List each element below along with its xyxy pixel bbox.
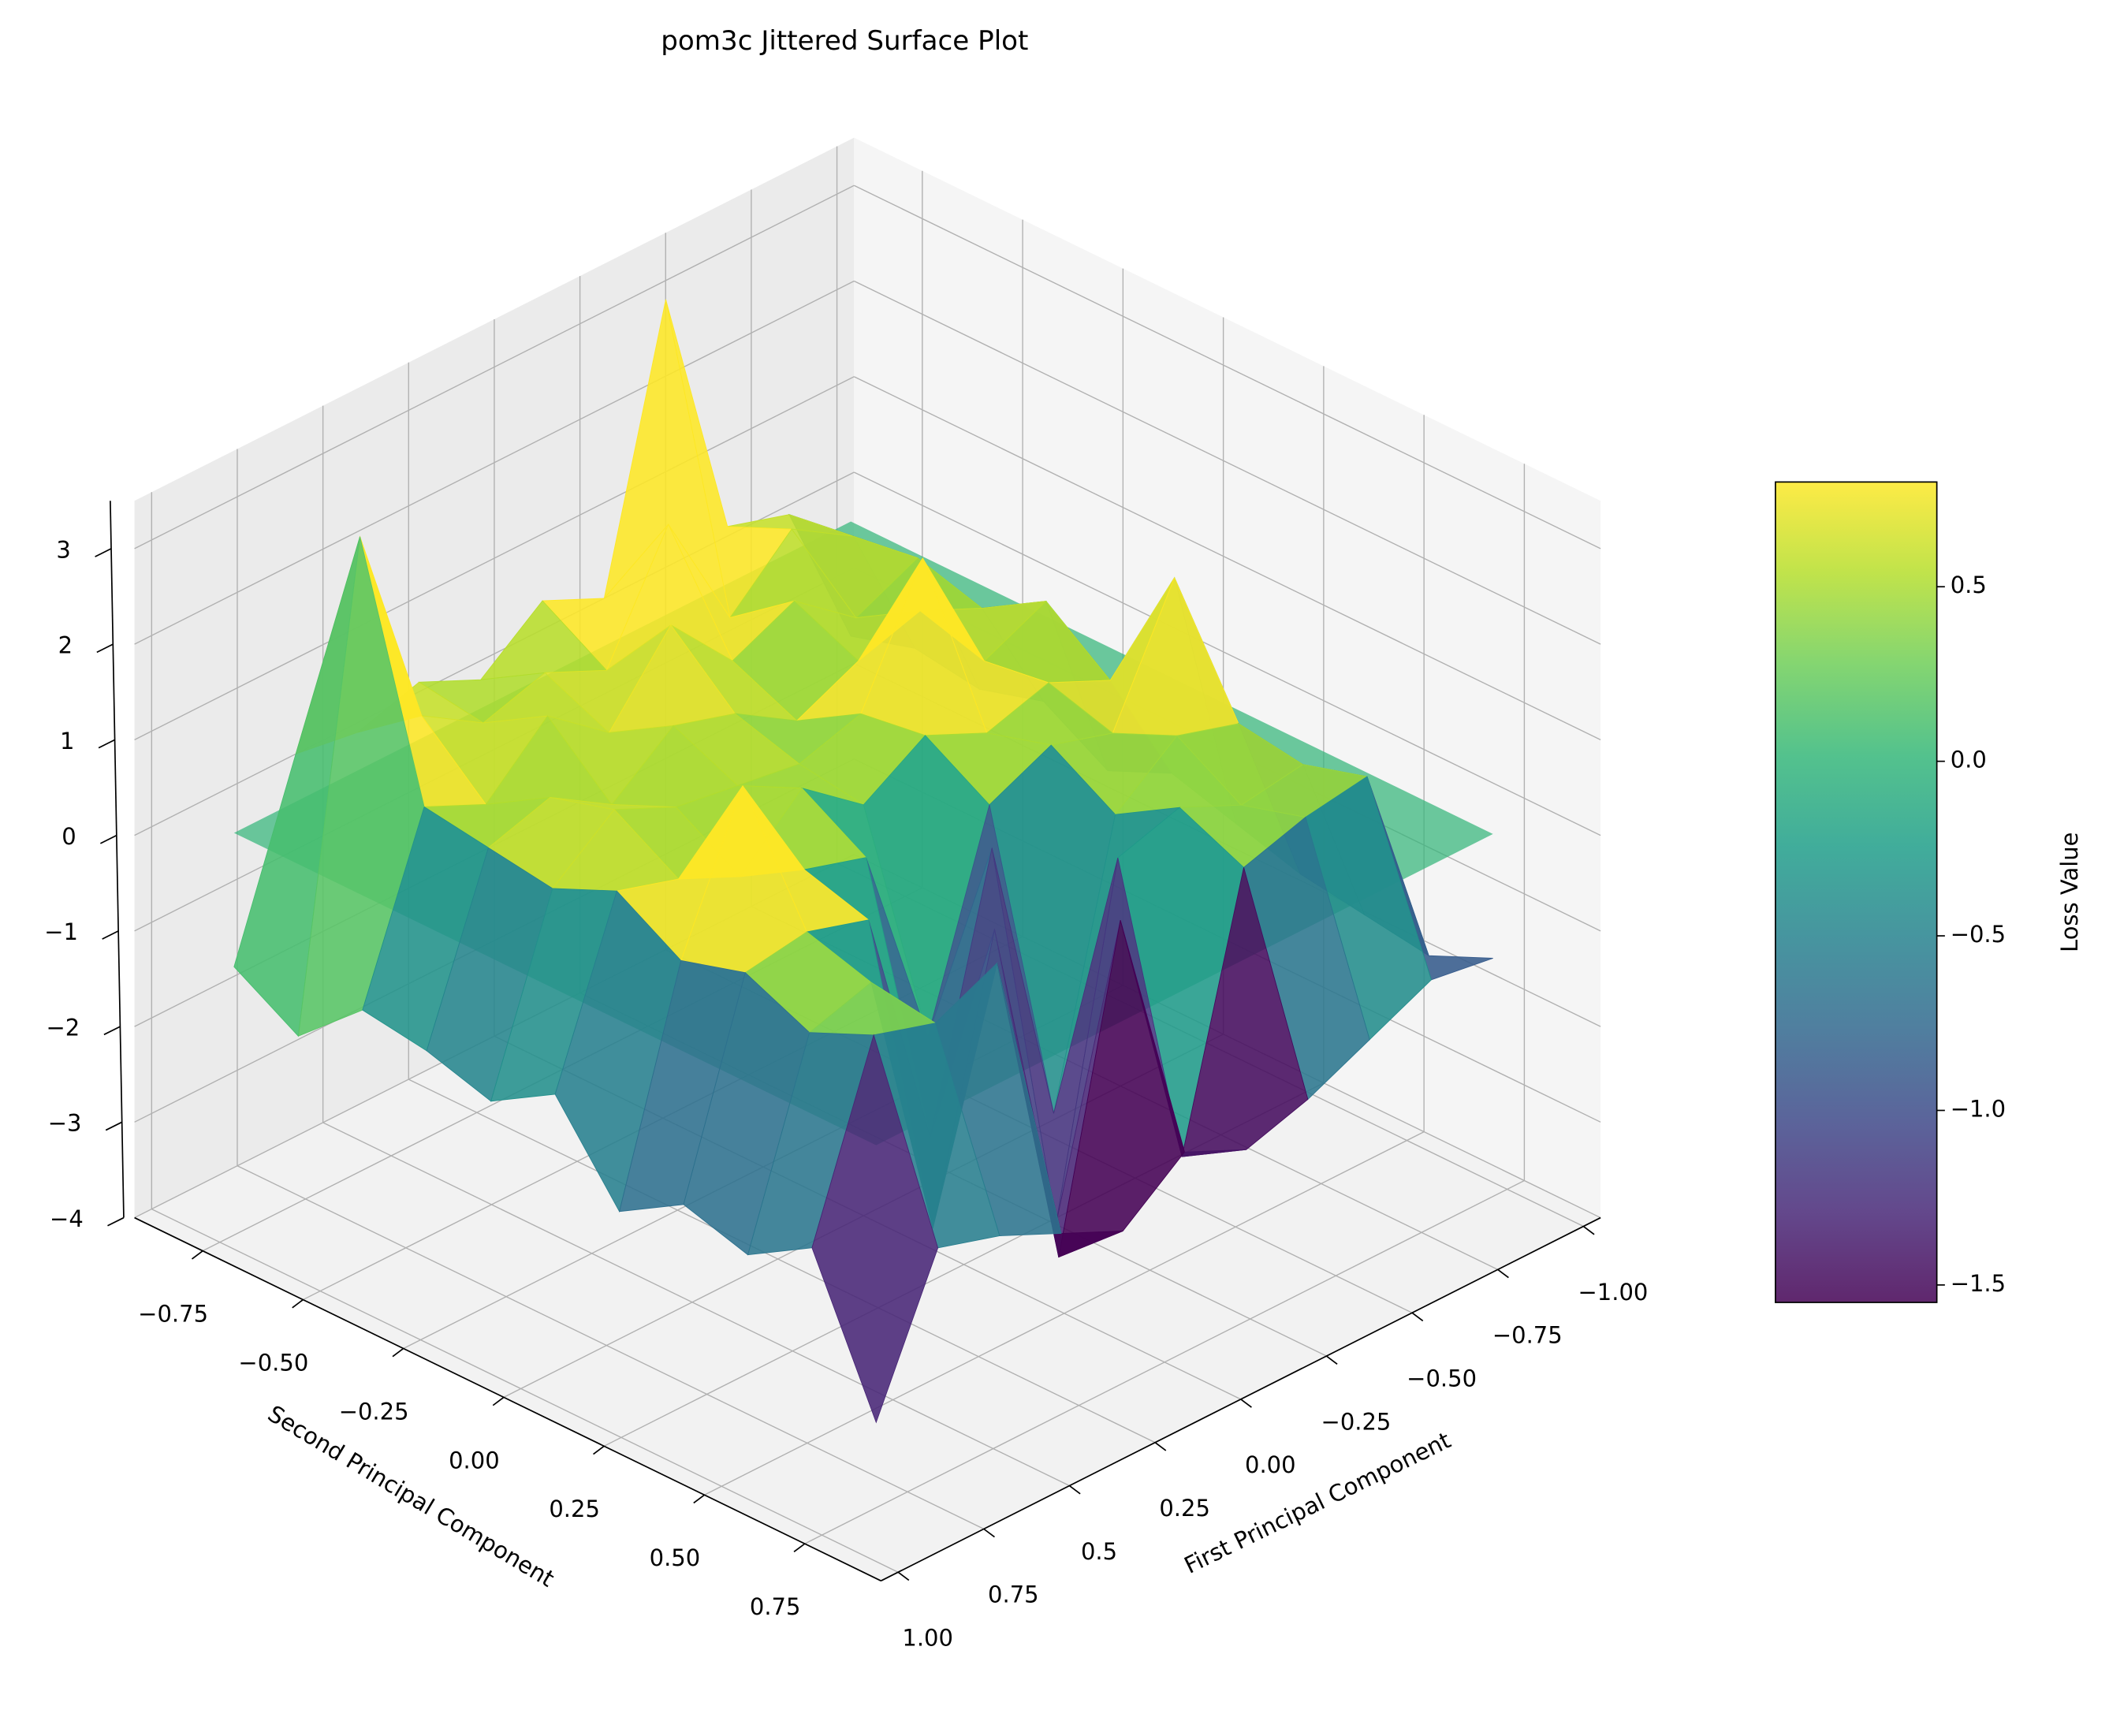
x-tick [1325, 1355, 1338, 1365]
y-axis-label: Second Principal Component [263, 1400, 559, 1593]
z-tick [102, 930, 119, 940]
grid-line [854, 184, 1601, 549]
colorbar-tick-label: −1.0 [1951, 1095, 2006, 1122]
z-tick [105, 1121, 123, 1131]
axis-line [110, 501, 125, 1218]
z-tick [96, 643, 114, 654]
y-tick-label: −0.25 [339, 1398, 409, 1425]
y-tick-label: 0.75 [750, 1593, 801, 1620]
x-tick-label: 0.00 [1245, 1451, 1296, 1478]
x-tick-label: −0.75 [1492, 1322, 1563, 1349]
grid-line [322, 1122, 1070, 1487]
colorbar-tick-label: −1.5 [1951, 1270, 2006, 1297]
z-tick-label: 2 [58, 632, 73, 659]
grid-line [408, 1078, 1156, 1444]
grid-line [854, 376, 1601, 740]
z-tick [99, 834, 117, 844]
grid-line [804, 1179, 1525, 1544]
grid-line [151, 1208, 899, 1573]
x-tick [1411, 1312, 1424, 1322]
grid-line [704, 1131, 1425, 1496]
x-tick [1154, 1442, 1167, 1451]
colorbar-tick-label: 0.0 [1951, 747, 1987, 773]
x-tick [1240, 1399, 1252, 1408]
colorbar-label: Loss Value [2056, 832, 2083, 952]
colorbar [1775, 481, 1938, 1303]
x-tick [1582, 1225, 1595, 1235]
x-axis-label: First Principal Component [1180, 1426, 1455, 1578]
x-tick-label: −0.25 [1321, 1408, 1392, 1435]
x-tick [897, 1571, 910, 1581]
y-tick-label: 0.25 [549, 1496, 600, 1522]
y-tick-label: 0.00 [449, 1447, 500, 1473]
x-tick [1068, 1485, 1081, 1495]
x-tick-label: 0.25 [1159, 1495, 1210, 1522]
y-tick [292, 1298, 304, 1309]
z-tick-label: 1 [60, 728, 74, 754]
chart-title: pom3c Jittered Surface Plot [661, 25, 1028, 57]
grid-line [854, 471, 1601, 836]
z-tick [103, 1026, 121, 1036]
grid-line [854, 280, 1601, 645]
grid-line [134, 184, 855, 549]
y-tick [693, 1494, 705, 1504]
x-tick [983, 1528, 995, 1538]
x-tick-label: 0.5 [1081, 1538, 1117, 1565]
z-tick-label: −2 [46, 1014, 80, 1041]
z-tick [98, 739, 115, 749]
colorbar-tick-label: −0.5 [1951, 921, 2006, 948]
x-tick-label: −1.00 [1578, 1279, 1648, 1306]
grid-line [134, 280, 855, 645]
z-tick [95, 548, 112, 557]
y-tick [793, 1543, 806, 1553]
y-tick-label: −0.50 [238, 1349, 308, 1376]
y-tick [593, 1445, 605, 1455]
surface-patch [811, 1034, 939, 1424]
x-tick-label: −0.50 [1407, 1365, 1477, 1391]
grid-line [134, 376, 855, 740]
z-tick-label: −3 [48, 1110, 82, 1137]
y-tick-label: 0.50 [650, 1544, 701, 1571]
z-tick-label: 3 [56, 536, 70, 563]
y-tick [492, 1396, 505, 1406]
x-tick-label: 1.00 [902, 1625, 953, 1652]
grid-line [237, 1165, 985, 1529]
y-tick [191, 1250, 203, 1260]
y-tick [392, 1347, 404, 1358]
z-tick-label: −1 [44, 918, 78, 945]
y-tick-label: −0.75 [138, 1301, 208, 1328]
colorbar-tick-label: 0.5 [1951, 572, 1987, 598]
x-tick-label: 0.75 [988, 1581, 1039, 1608]
z-tick-label: 0 [61, 823, 76, 850]
x-tick [1497, 1268, 1509, 1279]
z-tick-label: −4 [50, 1205, 84, 1232]
z-tick [107, 1216, 125, 1227]
axis-line [134, 1216, 881, 1581]
